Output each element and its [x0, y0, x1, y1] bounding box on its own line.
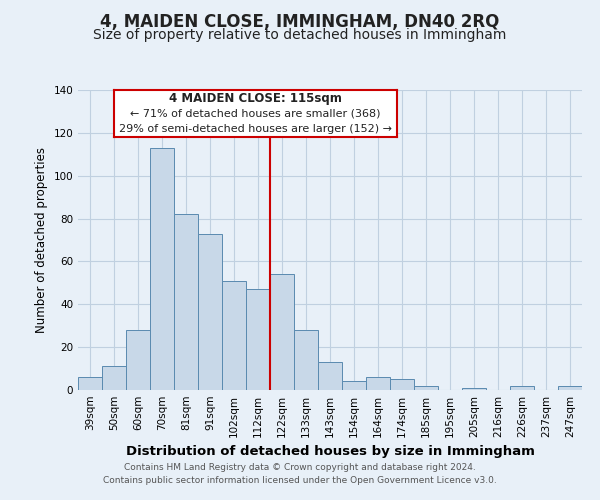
- Bar: [198, 234, 222, 390]
- Bar: [414, 386, 438, 390]
- Bar: [390, 380, 414, 390]
- X-axis label: Distribution of detached houses by size in Immingham: Distribution of detached houses by size …: [125, 446, 535, 458]
- Y-axis label: Number of detached properties: Number of detached properties: [35, 147, 48, 333]
- Text: Size of property relative to detached houses in Immingham: Size of property relative to detached ho…: [94, 28, 506, 42]
- Bar: [174, 214, 198, 390]
- Bar: [222, 280, 246, 390]
- Bar: [318, 362, 342, 390]
- Bar: [78, 377, 102, 390]
- Bar: [558, 386, 582, 390]
- Bar: [462, 388, 486, 390]
- Text: Contains public sector information licensed under the Open Government Licence v3: Contains public sector information licen…: [103, 476, 497, 485]
- Text: Contains HM Land Registry data © Crown copyright and database right 2024.: Contains HM Land Registry data © Crown c…: [124, 464, 476, 472]
- Bar: [366, 377, 390, 390]
- Bar: [126, 330, 150, 390]
- Bar: [510, 386, 534, 390]
- Bar: [270, 274, 294, 390]
- Bar: [294, 330, 318, 390]
- Bar: [246, 290, 270, 390]
- Text: 4, MAIDEN CLOSE, IMMINGHAM, DN40 2RQ: 4, MAIDEN CLOSE, IMMINGHAM, DN40 2RQ: [100, 12, 500, 30]
- Bar: [342, 382, 366, 390]
- Bar: [150, 148, 174, 390]
- Bar: [102, 366, 126, 390]
